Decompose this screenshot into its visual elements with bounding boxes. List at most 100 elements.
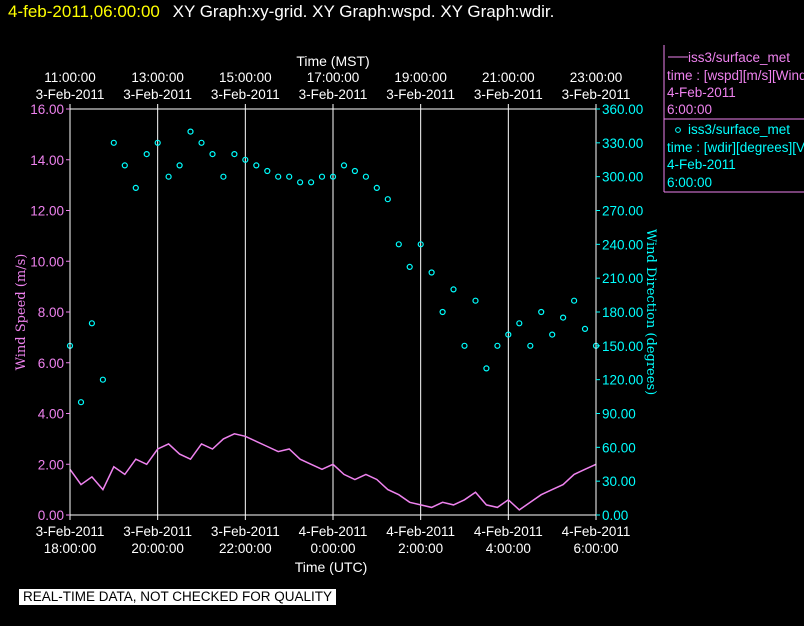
wind-direction-point <box>395 241 402 248</box>
left-tick-label: 14.00 <box>30 153 64 168</box>
wind-direction-point <box>461 342 468 349</box>
wind-direction-point <box>187 128 194 135</box>
top-tick-time-label: 19:00:00 <box>394 70 447 85</box>
wind-direction-point <box>384 196 391 203</box>
top-tick-date-label: 3-Feb-2011 <box>386 87 455 102</box>
wind-direction-point <box>308 179 315 186</box>
wind-direction-point <box>516 320 523 327</box>
wind-direction-point <box>286 173 293 180</box>
top-axis-title: Time (MST) <box>296 53 369 69</box>
bottom-tick-time-label: 4:00:00 <box>486 541 531 556</box>
right-tick-label: 0.00 <box>602 508 628 523</box>
title-graph-list: XY Graph:xy-grid. XY Graph:wspd. XY Grap… <box>172 2 555 21</box>
wind-direction-point <box>362 173 369 180</box>
right-tick-label: 60.00 <box>602 440 636 455</box>
wind-direction-point <box>231 151 238 158</box>
wind-direction-point <box>351 167 358 175</box>
top-tick-date-label: 3-Feb-2011 <box>299 87 368 102</box>
right-tick-label: 360.00 <box>602 102 643 117</box>
wind-direction-point <box>494 342 501 349</box>
legend-wdir-time: 6:00:00 <box>667 175 712 190</box>
wind-direction-point <box>318 173 326 180</box>
wind-speed-series <box>69 433 597 511</box>
wind-direction-point <box>220 173 227 180</box>
bottom-tick-date-label: 4-Feb-2011 <box>386 524 455 539</box>
wind-direction-point <box>527 342 534 349</box>
wind-direction-point <box>132 184 139 191</box>
wind-direction-point <box>538 308 545 316</box>
wind-direction-point <box>559 314 567 321</box>
top-tick-date-label: 3-Feb-2011 <box>474 87 543 102</box>
bottom-axis-ticks: 3-Feb-2011 18:00:00 3-Feb-2011 20:00:00 3-Fe… <box>36 515 631 556</box>
wind-direction-point <box>253 162 260 169</box>
bottom-tick-date-label: 3-Feb-2011 <box>123 524 192 539</box>
top-tick-date-label: 3-Feb-2011 <box>562 87 631 102</box>
wind-direction-point <box>450 286 457 293</box>
legend-wdir-date: 4-Feb-2011 <box>667 157 736 172</box>
top-tick-time-label: 23:00:00 <box>570 70 623 85</box>
legend-wspd-time: 6:00:00 <box>667 102 712 117</box>
wind-direction-point <box>570 297 578 304</box>
bottom-tick-date-label: 4-Feb-2011 <box>299 524 368 539</box>
wind-direction-point <box>417 241 424 248</box>
wind-speed-line <box>69 433 597 511</box>
bottom-tick-date-label: 3-Feb-2011 <box>211 524 280 539</box>
wind-direction-point <box>581 325 589 332</box>
left-tick-label: 0.00 <box>38 508 64 523</box>
left-tick-label: 4.00 <box>38 407 64 422</box>
top-tick-date-label: 3-Feb-2011 <box>36 87 105 102</box>
wind-direction-point <box>209 151 216 158</box>
bottom-tick-date-label: 4-Feb-2011 <box>474 524 543 539</box>
bottom-tick-date-label: 3-Feb-2011 <box>36 524 105 539</box>
wind-direction-point <box>264 167 271 175</box>
grid-lines <box>157 109 509 515</box>
legend: iss3/surface_met time : [wspd][m/s][Wind… <box>663 45 804 193</box>
wind-direction-point <box>373 184 380 191</box>
legend-wspd-date: 4-Feb-2011 <box>667 85 736 100</box>
right-tick-label: 240.00 <box>602 237 643 252</box>
top-tick-date-label: 3-Feb-2011 <box>211 87 280 102</box>
quality-disclaimer: REAL-TIME DATA, NOT CHECKED FOR QUALITY <box>19 589 337 605</box>
wind-direction-point <box>275 173 282 180</box>
right-tick-label: 120.00 <box>602 373 643 388</box>
bottom-tick-time-label: 18:00:00 <box>44 541 97 556</box>
bottom-axis-title: Time (UTC) <box>295 559 368 575</box>
wind-direction-point <box>121 162 128 169</box>
top-tick-time-label: 21:00:00 <box>482 70 535 85</box>
legend-wspd-source: iss3/surface_met <box>688 50 790 65</box>
left-tick-label: 16.00 <box>30 102 64 117</box>
wind-direction-point <box>242 156 249 163</box>
wind-direction-point <box>88 320 96 327</box>
right-tick-label: 330.00 <box>602 136 643 151</box>
wind-direction-point <box>329 173 337 180</box>
right-tick-label: 210.00 <box>602 271 643 286</box>
bottom-tick-date-label: 4-Feb-2011 <box>562 524 631 539</box>
top-tick-time-label: 11:00:00 <box>44 70 96 85</box>
wind-direction-point <box>297 179 304 186</box>
left-axis-ticks: 0.00 2.00 4.00 6.00 8.00 10.00 12.00 14.00 16.00 <box>30 102 70 523</box>
wind-direction-point <box>99 376 107 383</box>
wind-direction-point <box>198 139 205 146</box>
wind-direction-point <box>406 263 413 270</box>
top-tick-date-label: 3-Feb-2011 <box>123 87 192 102</box>
chart-title: 4-feb-2011,06:00:00 XY Graph:xy-grid. XY… <box>8 2 554 22</box>
wind-direction-point <box>428 269 435 276</box>
right-tick-label: 150.00 <box>602 339 643 354</box>
right-tick-label: 180.00 <box>602 305 643 320</box>
left-tick-label: 6.00 <box>38 356 64 371</box>
bottom-tick-time-label: 20:00:00 <box>131 541 184 556</box>
legend-wspd-variable: time : [wspd][m/s][Wind <box>667 68 804 83</box>
bottom-tick-time-label: 22:00:00 <box>219 541 272 556</box>
right-tick-label: 30.00 <box>602 474 636 489</box>
wind-direction-point <box>110 139 117 146</box>
left-tick-label: 8.00 <box>38 305 64 320</box>
wind-direction-point <box>340 162 348 169</box>
wind-direction-point <box>483 365 490 372</box>
wind-direction-point <box>165 173 172 180</box>
left-axis-title: Wind Speed (m/s) <box>14 254 29 371</box>
wind-direction-point <box>143 151 150 158</box>
legend-wdir-variable: time : [wdir][degrees][V <box>667 140 804 155</box>
wind-direction-point <box>549 331 556 338</box>
top-tick-time-label: 15:00:00 <box>219 70 272 85</box>
bottom-tick-time-label: 2:00:00 <box>398 541 443 556</box>
